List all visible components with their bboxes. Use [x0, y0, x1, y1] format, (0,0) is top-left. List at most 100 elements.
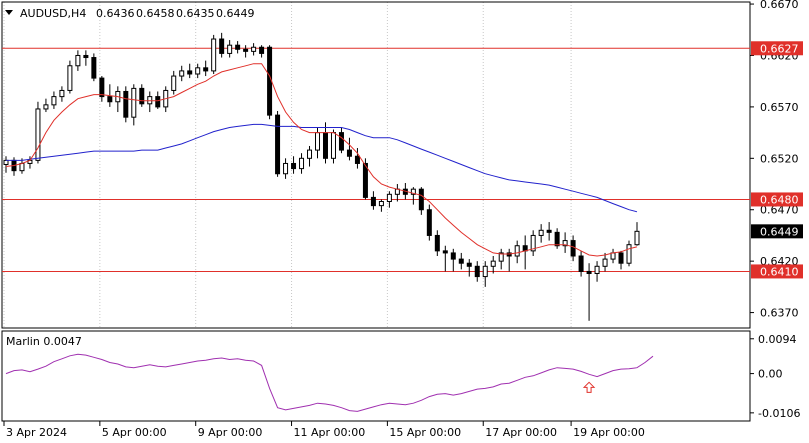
current-price-label: 0.6449: [760, 225, 799, 238]
candle-body-bear: [354, 155, 360, 164]
candle-body-bear: [474, 265, 480, 278]
candle[interactable]: [330, 129, 336, 164]
time-tick-label: 3 Apr 2024: [6, 426, 67, 439]
candle[interactable]: [275, 111, 281, 177]
candle[interactable]: [299, 153, 305, 174]
candle[interactable]: [378, 199, 384, 212]
candle[interactable]: [131, 84, 137, 126]
candle[interactable]: [618, 250, 624, 270]
candle[interactable]: [203, 60, 209, 77]
candle[interactable]: [442, 245, 448, 272]
candle[interactable]: [243, 45, 249, 58]
candle[interactable]: [235, 41, 241, 54]
candle[interactable]: [426, 204, 432, 241]
candle[interactable]: [554, 228, 560, 249]
candle[interactable]: [211, 34, 217, 74]
candle[interactable]: [482, 261, 488, 287]
candle[interactable]: [283, 158, 289, 179]
candle-body-bull: [307, 149, 313, 159]
candle[interactable]: [346, 137, 352, 161]
candle[interactable]: [498, 248, 504, 270]
time-tick-label: 19 Apr 00:00: [573, 426, 645, 439]
candle[interactable]: [466, 259, 472, 277]
candle-body-bear: [91, 57, 97, 79]
candle[interactable]: [434, 230, 440, 257]
candle[interactable]: [251, 43, 257, 56]
candle[interactable]: [410, 187, 416, 205]
candle[interactable]: [386, 191, 392, 208]
candle[interactable]: [354, 148, 360, 169]
candle-body-bear: [187, 70, 193, 75]
candle[interactable]: [322, 122, 328, 164]
candle[interactable]: [522, 235, 528, 270]
candle[interactable]: [3, 156, 9, 173]
candle[interactable]: [171, 70, 177, 95]
candle-body-bear: [83, 54, 89, 59]
candle[interactable]: [506, 248, 512, 272]
candle-body-bear: [458, 258, 464, 264]
candle[interactable]: [490, 256, 496, 274]
candle[interactable]: [370, 191, 376, 210]
candle[interactable]: [514, 240, 520, 264]
candle[interactable]: [75, 50, 81, 71]
candle-body-bull: [490, 260, 496, 267]
candle[interactable]: [362, 158, 368, 200]
collapse-triangle-icon[interactable]: [5, 10, 13, 15]
candle[interactable]: [123, 86, 129, 123]
candle[interactable]: [227, 40, 233, 58]
candle[interactable]: [626, 240, 632, 267]
candle[interactable]: [594, 261, 600, 282]
candle[interactable]: [418, 187, 424, 215]
candle-body-bull: [386, 193, 392, 203]
candle[interactable]: [578, 250, 584, 277]
candle[interactable]: [634, 222, 640, 246]
candle[interactable]: [394, 184, 400, 202]
price-level-label: 0.6480: [760, 193, 799, 206]
candle[interactable]: [59, 86, 65, 102]
candle[interactable]: [51, 91, 57, 109]
price-axis: 0.66700.66200.65700.65200.64700.64200.63…: [750, 0, 803, 420]
candle[interactable]: [610, 248, 616, 264]
indicator-label: Marlin 0.0047: [6, 335, 82, 348]
candle[interactable]: [267, 45, 273, 120]
candle[interactable]: [538, 224, 544, 243]
candle[interactable]: [562, 232, 568, 253]
candle-body-bear: [322, 132, 328, 159]
candle[interactable]: [83, 50, 89, 66]
symbol-label: AUDUSD,H4: [20, 7, 86, 20]
candle[interactable]: [179, 65, 185, 82]
candle[interactable]: [147, 91, 153, 113]
candle[interactable]: [67, 60, 73, 94]
candle[interactable]: [187, 63, 193, 79]
candle[interactable]: [259, 45, 265, 58]
candle-body-bear: [267, 46, 273, 116]
candle-body-bull: [59, 89, 65, 98]
candle[interactable]: [530, 230, 536, 257]
candle[interactable]: [91, 53, 97, 82]
candle[interactable]: [307, 145, 313, 167]
price-levels: [2, 47, 750, 272]
candle[interactable]: [115, 86, 121, 113]
candle[interactable]: [195, 63, 201, 79]
candle[interactable]: [586, 263, 592, 321]
open-value: 0.6436: [96, 7, 135, 20]
candle[interactable]: [99, 76, 105, 102]
price-level-label: 0.6627: [760, 42, 799, 55]
candle[interactable]: [338, 127, 344, 154]
candle[interactable]: [43, 98, 49, 113]
oscillator-line: [5, 353, 654, 412]
candle[interactable]: [458, 252, 464, 270]
candle[interactable]: [450, 248, 456, 272]
candle[interactable]: [219, 32, 225, 58]
candle[interactable]: [139, 84, 145, 107]
candle[interactable]: [602, 252, 608, 272]
candle-body-bull: [562, 240, 568, 247]
candle[interactable]: [570, 235, 576, 262]
candle[interactable]: [546, 222, 552, 241]
main-panel: [1, 1, 751, 329]
candle[interactable]: [315, 127, 321, 159]
candle[interactable]: [291, 156, 297, 174]
candle[interactable]: [35, 101, 41, 164]
candle[interactable]: [474, 261, 480, 282]
